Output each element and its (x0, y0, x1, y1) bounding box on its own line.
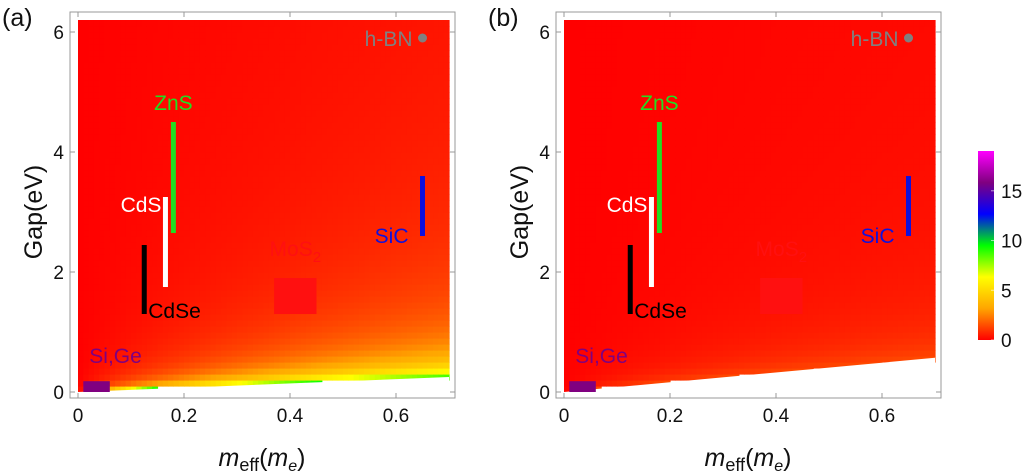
material-h-bn: h-BN (365, 28, 427, 51)
range-bar (141, 245, 147, 314)
material-label: ZnS (154, 92, 193, 115)
material-label: SiC (375, 225, 409, 248)
material-mos2: MoS2 (270, 238, 322, 314)
material-label: CdSe (148, 300, 201, 323)
x-axis-title: meff(me) (219, 444, 306, 475)
plot-frame (69, 11, 456, 399)
material-label: h-BN (851, 28, 899, 51)
range-bar (162, 197, 168, 287)
y-tick-label: 2 (53, 263, 64, 284)
x-axis-title: meff(me) (705, 444, 792, 475)
range-box (760, 278, 803, 314)
data-point (418, 33, 427, 43)
y-tick-label: 6 (539, 23, 550, 44)
material-zns: ZnS (154, 92, 193, 233)
x-tick-label: 0.2 (171, 406, 197, 427)
range-box (569, 381, 596, 392)
y-tick-label: 4 (539, 143, 550, 164)
y-tick-label: 2 (539, 263, 550, 284)
y-axis-title: Gap(eV) (20, 165, 48, 259)
x-tick-label: 0 (73, 406, 84, 427)
x-tick-label: 0.4 (763, 406, 790, 427)
range-box (274, 278, 317, 314)
range-bar (656, 122, 662, 233)
unphysical-region (78, 377, 449, 404)
material-label: MoS2 (756, 238, 808, 266)
range-bar (627, 245, 633, 314)
range-box (83, 381, 110, 392)
material-label: Si,Ge (575, 345, 628, 368)
y-tick-label: 0 (539, 383, 550, 404)
colorbar-tick-label: 15 (1001, 182, 1022, 203)
unphysical-region (564, 357, 935, 404)
material-label: SiC (861, 225, 895, 248)
colorbar-gradient (978, 151, 994, 340)
material-si-ge: Si,Ge (83, 345, 142, 392)
y-tick-label: 4 (53, 143, 64, 164)
x-tick-label: 0.6 (869, 406, 895, 427)
material-cdse: CdSe (141, 245, 201, 323)
material-label: CdS (607, 194, 648, 217)
range-bar (420, 176, 425, 236)
material-cds: CdS (121, 194, 168, 287)
panel-b: 0 0.2 0.4 0.6 0 2 4 6 Gap(eV) meff(me) (b) h-BN ZnS C… (488, 4, 942, 475)
x-tick-label: 0.6 (383, 406, 409, 427)
material-zns: ZnS (640, 92, 679, 233)
y-axis-title: Gap(eV) (506, 165, 534, 259)
range-bar (648, 197, 654, 287)
data-point (904, 33, 913, 43)
colorbar-tick-label: 5 (1001, 281, 1012, 302)
x-tick-label: 0.4 (277, 406, 304, 427)
material-si-ge: Si,Ge (569, 345, 628, 392)
material-cds: CdS (607, 194, 654, 287)
colorbar: 0 5 10 15 (978, 151, 1022, 352)
material-label: CdSe (634, 300, 687, 323)
colorbar-tick-label: 10 (1001, 232, 1022, 253)
plot-frame (555, 11, 942, 399)
material-label: CdS (121, 194, 162, 217)
material-sic: SiC (375, 176, 425, 248)
panel-a: 0 0.2 0.4 0.6 0 2 4 6 Gap(eV) meff(me) (a) h-BN ZnS C… (2, 4, 456, 475)
material-label: ZnS (640, 92, 679, 115)
range-bar (906, 176, 911, 236)
y-tick-label: 6 (53, 23, 64, 44)
material-sic: SiC (861, 176, 911, 248)
panel-label: (b) (488, 4, 519, 32)
material-h-bn: h-BN (851, 28, 913, 51)
y-tick-label: 0 (53, 383, 64, 404)
x-tick-label: 0 (559, 406, 570, 427)
material-label: Si,Ge (89, 345, 142, 368)
material-cdse: CdSe (627, 245, 687, 323)
panel-label: (a) (2, 4, 33, 32)
x-tick-label: 0.2 (657, 406, 683, 427)
material-mos2: MoS2 (756, 238, 808, 314)
material-label: MoS2 (270, 238, 322, 266)
colorbar-tick-label: 0 (1001, 331, 1012, 352)
range-bar (170, 122, 176, 233)
material-label: h-BN (365, 28, 413, 51)
